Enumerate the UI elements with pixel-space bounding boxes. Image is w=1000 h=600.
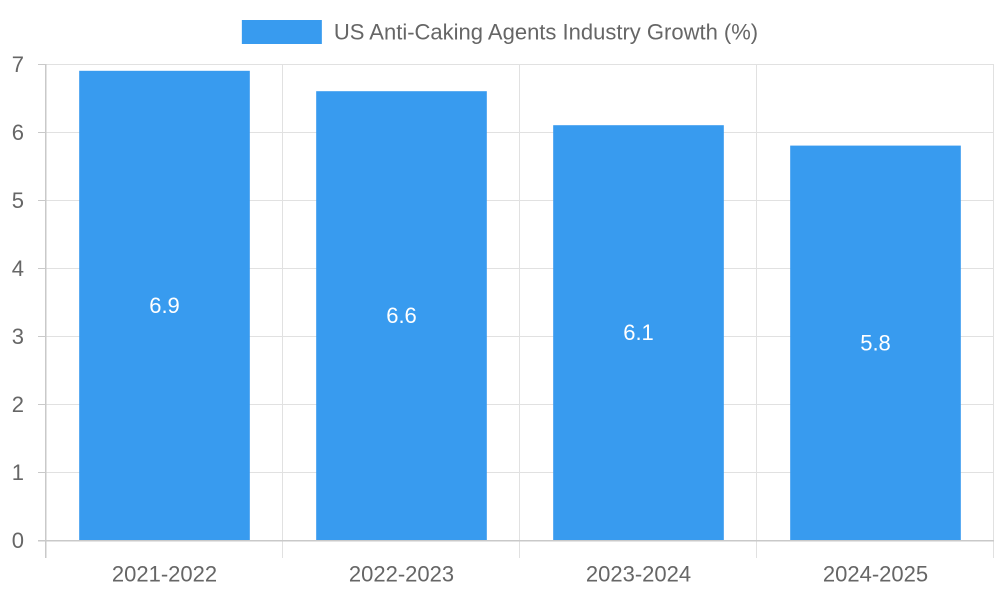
legend[interactable]: US Anti-Caking Agents Industry Growth (%… — [241, 20, 758, 45]
y-tick-label: 5 — [12, 188, 24, 213]
y-tick-label: 6 — [12, 120, 24, 145]
y-tick-label: 4 — [12, 256, 24, 281]
y-tick-label: 2 — [12, 392, 24, 417]
x-tick-label: 2023-2024 — [586, 562, 691, 587]
y-tick-label: 0 — [12, 528, 24, 553]
x-tick-label: 2022-2023 — [349, 562, 454, 587]
labels: 0 1 2 3 4 5 6 7 6.9 2021-2022 6.6 2022-2023 6.1 2023-… — [12, 52, 928, 587]
bar-value-label: 5.8 — [860, 330, 891, 355]
bar — [790, 145, 961, 540]
bar-value-label: 6.6 — [386, 303, 417, 328]
bar-value-label: 6.9 — [149, 293, 180, 318]
x-tick-label: 2021-2022 — [112, 562, 217, 587]
bar — [79, 70, 250, 541]
bar-value-label: 6.1 — [623, 320, 654, 345]
bars — [79, 70, 961, 541]
x-tick-label: 2024-2025 — [823, 562, 928, 587]
legend-label[interactable]: US Anti-Caking Agents Industry Growth (%… — [334, 20, 758, 45]
y-tick-label: 1 — [12, 460, 24, 485]
bar — [553, 125, 724, 540]
y-tick-label: 3 — [12, 324, 24, 349]
legend-swatch[interactable] — [241, 20, 322, 44]
y-tick-label: 7 — [12, 52, 24, 77]
bar — [316, 91, 487, 540]
axes — [38, 64, 994, 558]
